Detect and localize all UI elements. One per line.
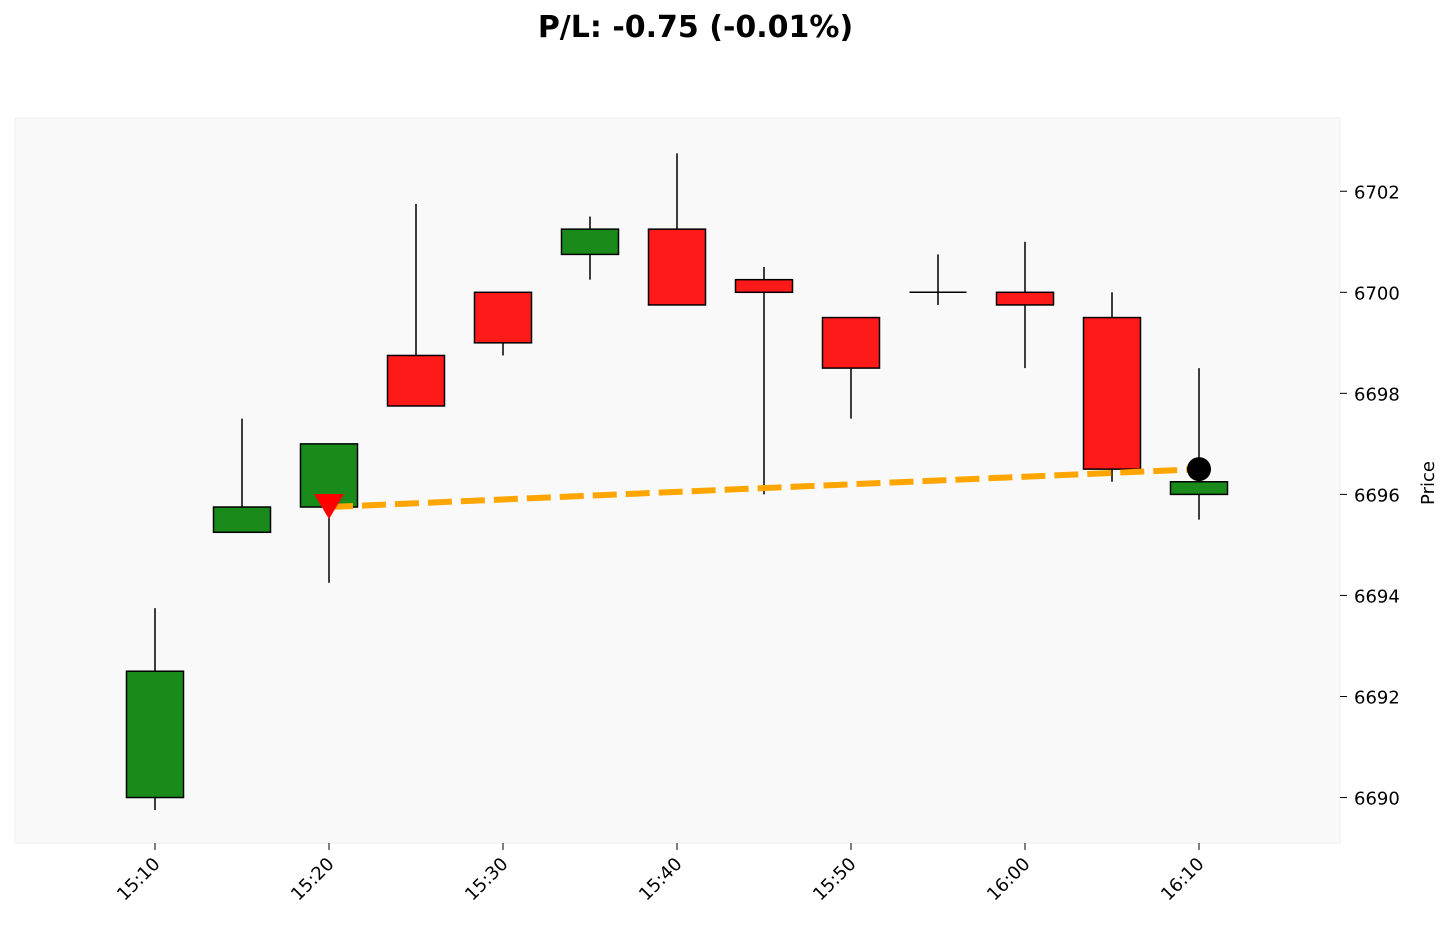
candle-body — [1082, 316, 1142, 470]
candle-body — [995, 291, 1055, 306]
candle-1 — [212, 418, 272, 534]
x-tick-label: 15:30 — [461, 854, 513, 906]
x-tick-label: 15:40 — [635, 854, 687, 906]
y-tick-label: 6698 — [1354, 384, 1400, 405]
x-tick-label: 16:00 — [983, 854, 1035, 906]
candle-11 — [1082, 292, 1142, 482]
candles-group — [125, 153, 1229, 811]
x-tick-label: 15:50 — [809, 854, 861, 906]
candle-body — [212, 506, 272, 534]
candle-body — [647, 228, 707, 306]
candle-10 — [995, 241, 1055, 369]
candle-3 — [386, 203, 446, 407]
candle-6 — [647, 153, 707, 306]
candle-12 — [1169, 368, 1229, 520]
y-tick-label: 6696 — [1354, 485, 1400, 506]
y-tick-label: 6694 — [1354, 586, 1400, 607]
candle-0 — [125, 608, 185, 811]
candle-body — [821, 316, 881, 369]
candle-body — [560, 228, 620, 256]
candle-body — [125, 670, 185, 799]
y-tick-label: 6700 — [1354, 283, 1400, 304]
chart-title: P/L: -0.75 (-0.01%) — [537, 10, 854, 45]
x-tick-label: 16:10 — [1157, 854, 1209, 906]
exit-marker — [1187, 457, 1211, 482]
candle-body — [1169, 481, 1229, 496]
candle-body — [386, 354, 446, 407]
candle-9 — [909, 254, 967, 305]
candle-body — [734, 278, 794, 294]
trade-group — [314, 457, 1211, 520]
trade-line — [328, 466, 1200, 511]
x-tick-label: 15:20 — [287, 854, 339, 906]
candle-5 — [560, 216, 620, 280]
x-axis: 15:10 15:20 15:30 15:40 15:50 16:00 16:10 — [113, 843, 1209, 905]
y-axis-label: Price — [1418, 461, 1439, 505]
candle-4 — [473, 291, 533, 356]
y-tick-label: 6692 — [1354, 687, 1400, 708]
x-tick-label: 15:10 — [113, 854, 165, 906]
y-tick-label: 6702 — [1354, 182, 1400, 203]
y-axis: 6690 6692 6694 6696 6698 6700 6702 — [1340, 182, 1400, 810]
candle-8 — [821, 316, 881, 419]
candle-body — [473, 291, 533, 344]
candle-7 — [734, 267, 794, 495]
entry-marker — [314, 494, 344, 520]
y-tick-label: 6690 — [1354, 789, 1400, 810]
